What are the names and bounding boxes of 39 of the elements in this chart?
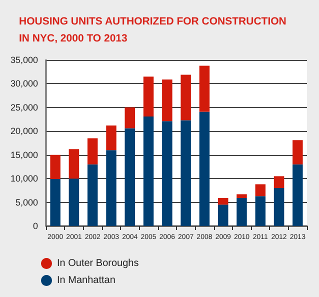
legend-label: In Manhattan — [57, 275, 116, 286]
bar — [106, 150, 116, 226]
bar — [106, 125, 116, 150]
bar — [68, 149, 80, 179]
y-tick-label: 30,000 — [10, 78, 38, 89]
bar — [274, 188, 284, 226]
bar — [162, 79, 172, 122]
bar — [87, 164, 98, 226]
bar — [255, 196, 266, 226]
bar — [180, 120, 191, 226]
bar — [199, 66, 210, 112]
y-tick-label: 25,000 — [10, 102, 38, 112]
bar — [124, 128, 136, 226]
bar — [180, 74, 191, 120]
bar — [255, 184, 266, 196]
y-tick-label: 5,000 — [15, 197, 38, 208]
y-tick-label: 15,000 — [10, 150, 38, 160]
bar — [162, 121, 172, 226]
bar — [218, 204, 228, 226]
bar — [87, 138, 98, 164]
bar — [236, 198, 247, 226]
bar — [218, 198, 228, 205]
bar — [274, 176, 284, 188]
bar — [143, 116, 154, 226]
chart-title: HOUSING UNITS AUTHORIZED FOR CONSTRUCTION IN NYC, 2000 TO 2013 — [19, 16, 286, 44]
legend-label: In Outer Boroughs — [57, 258, 139, 269]
bar — [143, 76, 154, 116]
bar — [199, 112, 210, 226]
bar — [292, 140, 303, 164]
bar — [236, 194, 247, 198]
bar — [292, 164, 303, 226]
bar — [50, 179, 60, 226]
bar — [124, 107, 136, 128]
bar — [50, 154, 60, 180]
y-tick-label: 0 — [32, 221, 38, 231]
y-tick-label: 20,000 — [10, 126, 38, 136]
y-tick-label: 35,000 — [10, 55, 38, 65]
y-tick-label: 10,000 — [10, 174, 38, 184]
bar — [68, 178, 80, 226]
